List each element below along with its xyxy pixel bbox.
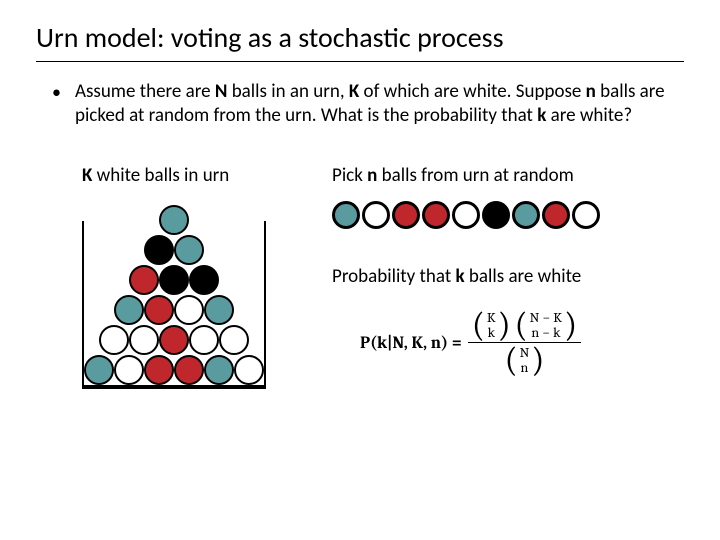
urn-ball [144, 235, 174, 265]
formula-denominator: ( Nn ) [501, 343, 549, 376]
urn-ball [234, 355, 264, 385]
binom-N-n: ( Nn ) [505, 345, 545, 375]
urn-ball [144, 355, 174, 385]
probability-caption: Probability that k balls are white [332, 265, 684, 288]
picked-balls-row [332, 201, 684, 229]
formula-fraction: ( Kk ) ( N − Kn − k ) ( Nn ) [468, 310, 581, 376]
binom-K-k: ( Kk ) [472, 310, 511, 340]
urn-diagram [82, 201, 266, 369]
picked-ball [572, 201, 600, 229]
urn-ball [219, 325, 249, 355]
urn-ball [174, 235, 204, 265]
urn-ball [174, 355, 204, 385]
bullet-text: Assume there are N balls in an urn, K of… [75, 80, 665, 128]
bullet-marker: • [52, 80, 61, 104]
left-column: K white balls in urn [82, 164, 332, 376]
urn-ball [159, 325, 189, 355]
title-underline [36, 61, 684, 62]
picked-ball [452, 201, 480, 229]
right-column: Pick n balls from urn at random Probabil… [332, 164, 684, 376]
bullet-item: • Assume there are N balls in an urn, K … [36, 80, 684, 128]
slide-title: Urn model: voting as a stochastic proces… [36, 20, 684, 55]
urn-ball [189, 265, 219, 295]
content-row: K white balls in urn Pick n balls from u… [36, 164, 684, 376]
urn-ball [99, 325, 129, 355]
picked-ball [542, 201, 570, 229]
formula-lhs: P(k|N, K, n) = [360, 334, 462, 353]
urn-ball [204, 355, 234, 385]
urn-ball [129, 265, 159, 295]
urn-caption: K white balls in urn [82, 164, 332, 187]
picked-ball [392, 201, 420, 229]
urn-ball [114, 355, 144, 385]
formula-numerator: ( Kk ) ( N − Kn − k ) [468, 310, 581, 343]
urn-ball [204, 295, 234, 325]
urn-ball [114, 295, 144, 325]
urn-ball [159, 265, 189, 295]
urn-ball [189, 325, 219, 355]
binom-NK-nk: ( N − Kn − k ) [515, 310, 577, 340]
picked-ball [422, 201, 450, 229]
urn-ball [129, 325, 159, 355]
urn-ball [159, 205, 189, 235]
urn-ball [144, 295, 174, 325]
urn-ball [84, 355, 114, 385]
picked-ball [482, 201, 510, 229]
picked-ball [332, 201, 360, 229]
urn-ball [174, 295, 204, 325]
picked-ball [362, 201, 390, 229]
formula: P(k|N, K, n) = ( Kk ) ( N − Kn − k ) [360, 310, 684, 376]
picked-caption: Pick n balls from urn at random [332, 164, 684, 187]
picked-ball [512, 201, 540, 229]
